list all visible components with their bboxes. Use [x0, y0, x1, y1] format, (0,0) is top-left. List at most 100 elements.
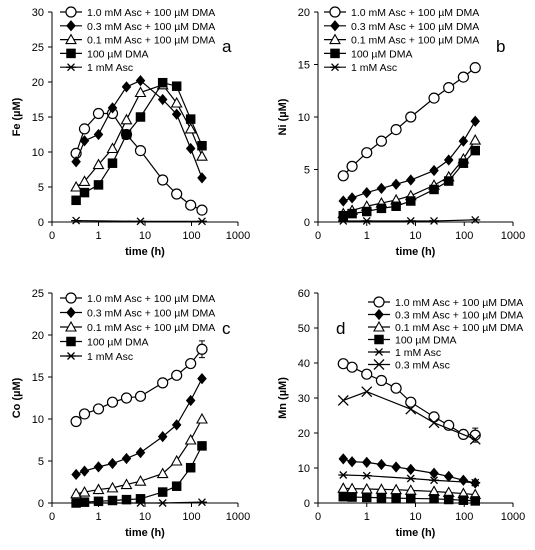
data-point: [458, 135, 469, 147]
legend-entry: 0.3 mM Asc + 100 µM DMA: [60, 306, 215, 320]
legend-label: 0.3 mM Asc + 100 µM DMA: [351, 21, 479, 33]
legend-entry: 1 mM Asc: [368, 347, 441, 359]
panel-a: 0 1 10 100 1000 0 5 10 15 20 25 30 time (h) Fe (µM) a 1…: [11, 6, 250, 258]
y-tick-label: 10: [32, 147, 44, 159]
series-line: [343, 363, 476, 436]
y-tick-label: 30: [32, 7, 44, 19]
legend-entry: 0.3 mM Asc + 100 µM DMA: [60, 20, 215, 33]
legend-label: 1 mM Asc: [87, 62, 133, 74]
legend-label: 0.3 mM Asc + 100 µM DMA: [395, 310, 523, 322]
y-tick-label: 10: [32, 414, 44, 426]
series: [337, 386, 481, 445]
legend-entry: 0.1 mM Asc + 100 µM DMA: [60, 320, 215, 334]
x-tick-label: 0: [49, 230, 55, 242]
data-point: [107, 158, 118, 168]
legend-label: 0.1 mM Asc + 100 µM DMA: [395, 322, 523, 334]
data-point: [171, 369, 183, 381]
series-line: [343, 487, 476, 496]
data-point: [405, 216, 416, 225]
series-line: [342, 67, 476, 177]
legend-marker: [330, 48, 340, 59]
y-tick-label: 60: [298, 288, 310, 300]
series: [338, 115, 481, 207]
data-point: [121, 494, 132, 505]
data-point: [405, 111, 417, 123]
series-line: [75, 82, 203, 201]
data-point: [78, 123, 91, 135]
data-point: [185, 199, 197, 211]
legend-label: 0.1 mM Asc + 100 µM DMA: [87, 35, 215, 47]
legend-marker: [65, 292, 77, 304]
data-point: [458, 474, 469, 486]
data-point: [121, 129, 132, 140]
data-point: [106, 142, 119, 154]
data-point: [185, 357, 197, 370]
data-point: [71, 499, 82, 507]
data-point: [171, 188, 183, 200]
data-point: [70, 180, 83, 192]
data-point: [361, 456, 372, 469]
data-point: [196, 150, 208, 161]
legend-marker: [374, 334, 384, 345]
legend-label: 0.3 mM Asc: [395, 360, 450, 372]
data-point: [390, 382, 402, 394]
legend-entry: 100 µM DMA: [60, 48, 148, 60]
data-point: [170, 96, 183, 108]
data-point: [92, 483, 105, 495]
data-point: [135, 494, 146, 504]
x-tick-label: 0: [315, 511, 321, 523]
series-line: [343, 150, 476, 217]
panel-b: 0 1 10 100 1000 0 5 10 15 20 time (h) Ni (µM) b 1.0 m…: [277, 6, 525, 258]
legend-entry: 100 µM DMA: [368, 335, 456, 347]
series: [71, 373, 207, 481]
legend-entry: 1 mM Asc: [60, 62, 133, 74]
series: [338, 471, 481, 487]
data-point: [92, 107, 105, 120]
y-tick-label: 0: [38, 217, 44, 229]
x-tick-label: 1: [364, 511, 370, 523]
x-tick-label: 1: [95, 230, 101, 242]
x-tick-label: 10: [409, 511, 421, 523]
data-point: [443, 470, 454, 483]
panel-letter: d: [336, 319, 345, 338]
data-point: [428, 92, 440, 104]
x-tick-label: 0: [315, 230, 321, 242]
data-point: [470, 496, 480, 506]
legend-marker: [65, 6, 77, 18]
data-point: [78, 485, 91, 497]
legend-marker: [374, 308, 384, 321]
legend-marker: [373, 320, 385, 332]
data-point: [197, 441, 207, 451]
data-point: [361, 368, 373, 380]
x-tick-label: 1: [364, 230, 370, 242]
data-point: [347, 456, 357, 468]
series: [70, 340, 208, 428]
y-tick-label: 10: [298, 463, 310, 475]
data-point: [405, 396, 417, 408]
data-point: [338, 216, 349, 225]
data-point: [376, 493, 387, 503]
series: [71, 216, 207, 226]
legend-entry: 0.1 mM Asc + 100 µM DMA: [60, 33, 215, 47]
legend-marker: [329, 33, 341, 45]
legend-entry: 0.3 mM Asc: [368, 359, 450, 372]
y-tick-label: 0: [304, 498, 310, 510]
y-tick-label: 30: [298, 393, 310, 405]
data-point: [197, 373, 207, 385]
data-point: [469, 133, 482, 145]
data-point: [337, 482, 350, 493]
data-point: [376, 203, 387, 214]
data-point: [71, 195, 81, 206]
legend-entry: 1 mM Asc: [60, 351, 133, 363]
legend-entry: 1 mM Asc: [324, 62, 397, 74]
y-axis-title: Mn (µM): [277, 377, 289, 419]
data-point: [106, 481, 119, 493]
data-point: [135, 74, 146, 87]
legend-entry: 0.1 mM Asc + 100 µM DMA: [324, 33, 479, 47]
series: [337, 62, 481, 182]
data-point: [469, 433, 481, 445]
legend-label: 0.3 mM Asc + 100 µM DMA: [87, 308, 215, 320]
y-tick-label: 5: [38, 182, 44, 194]
data-point: [79, 465, 90, 477]
series: [338, 453, 481, 489]
